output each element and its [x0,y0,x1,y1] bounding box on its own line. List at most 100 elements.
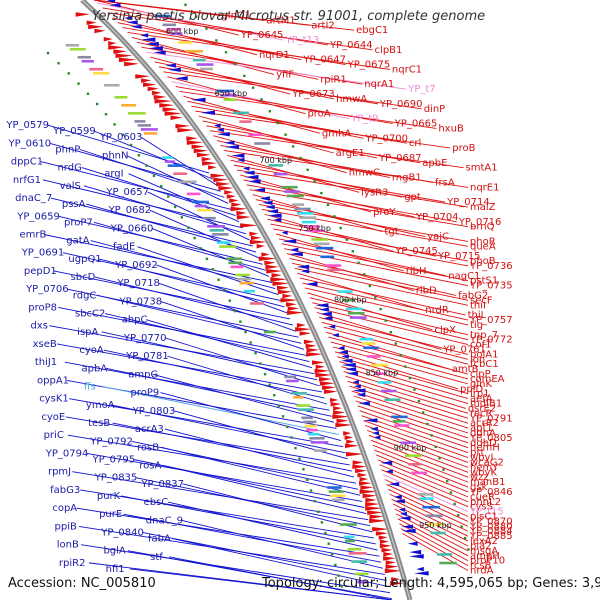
label-connector [187,100,364,139]
feature-block [363,346,379,350]
forward-gene-arrow [108,41,117,46]
forward-gene-arrow [280,298,299,303]
label-connector [69,398,344,448]
label-connector [292,262,469,301]
feature-block [349,316,367,319]
gene-label: valS [60,181,81,192]
gene-label: oppA1 [37,375,69,386]
forward-gene-arrow [315,372,333,378]
tick-mark [434,445,437,449]
gene-label: ispA [77,327,98,338]
feature-block [140,128,158,131]
tick-mark [357,261,360,265]
feature-block [359,337,373,341]
label-connector [136,41,319,80]
genome-title: Yersinia pestis biovar Microtus str. 910… [92,9,485,24]
tick-mark [408,376,412,380]
feature-tracks [65,0,457,586]
gene-label: YP_0880 [469,521,513,532]
tick-mark [294,446,297,450]
gene-label: thiL [468,310,487,321]
tick-mark [339,226,342,230]
gene-label: malZ [470,202,496,213]
forward-gene-arrow [390,581,404,586]
forward-gene-arrow [147,86,159,92]
gene-label: YP_0770 [123,333,167,344]
forward-gene-arrow [271,273,282,278]
tick-mark [193,236,196,240]
feature-block [343,535,355,539]
tick-mark [404,365,407,368]
forward-gene-arrow [154,99,173,104]
label-connector [339,361,469,400]
gene-label: phoR [470,236,496,247]
feature-block [436,553,453,556]
tick-mark [211,268,215,271]
forward-gene-arrow [379,543,392,549]
feature-block [134,120,146,123]
gene-label: msgA [470,546,498,557]
tick-mark [456,514,460,517]
tick-mark [121,133,125,136]
gene-label: YP_0745 [394,246,438,257]
forward-gene-arrow [142,82,157,87]
tick-mark [224,51,228,54]
feature-block [377,381,392,384]
feature-block [286,194,304,198]
label-connector [326,331,450,370]
tick-mark [286,425,289,429]
gene-label: rcsB [470,561,492,572]
gene-label: YP_t15 [469,507,504,518]
forward-gene-arrow [345,451,364,457]
feature-block [309,437,325,440]
feature-block [311,238,329,241]
feature-block [391,415,408,419]
forward-gene-arrow [383,552,394,557]
tick-mark [334,563,337,567]
tick-mark [263,372,267,376]
reverse-gene-arrow [244,174,259,180]
label-connector [284,248,469,287]
label-connector [53,270,291,320]
feature-block [65,43,80,47]
gene-label: YP_0884 [469,526,513,537]
gene-label: YP_0599 [52,126,96,137]
gene-label: rngB1 [392,173,422,184]
tick-mark [421,411,425,414]
gene-label: hmwC [349,168,380,179]
gene-label: pepD1 [24,266,57,277]
gene-label: gmhA [322,128,351,139]
feature-block [313,449,327,452]
gene-label: glnK [470,379,492,390]
gene-label: nagC1 [448,271,480,282]
feature-block [239,120,252,123]
tick-mark [449,491,453,494]
label-connector [172,538,389,587]
label-connector [386,484,469,522]
gene-label: YP_0579 [5,120,49,131]
label-connector [81,544,391,594]
label-connector [302,282,469,321]
tick-mark [446,479,449,483]
forward-gene-arrow [236,210,247,216]
feature-block [293,396,304,399]
gene-label: YP_0870 [469,516,513,527]
tick-mark [129,143,133,147]
tick-mark [320,191,323,195]
feature-block [167,164,183,167]
gene-label: YP_0805 [469,433,513,444]
label-connector [42,179,243,229]
gene-label: phoB [470,256,496,267]
gene-label: ddhD [470,438,497,449]
feature-block [306,229,324,233]
label-connector [355,400,469,439]
gene-label: dppC1 [11,157,43,168]
reverse-gene-arrow [200,110,215,115]
gene-label: tig [470,320,483,331]
label-connector [328,336,469,375]
gene-label: hmwA [336,94,367,105]
reverse-gene-arrow [225,144,240,150]
forward-gene-arrow [344,435,353,440]
feature-block [351,560,368,563]
reverse-gene-arrow [231,153,245,158]
